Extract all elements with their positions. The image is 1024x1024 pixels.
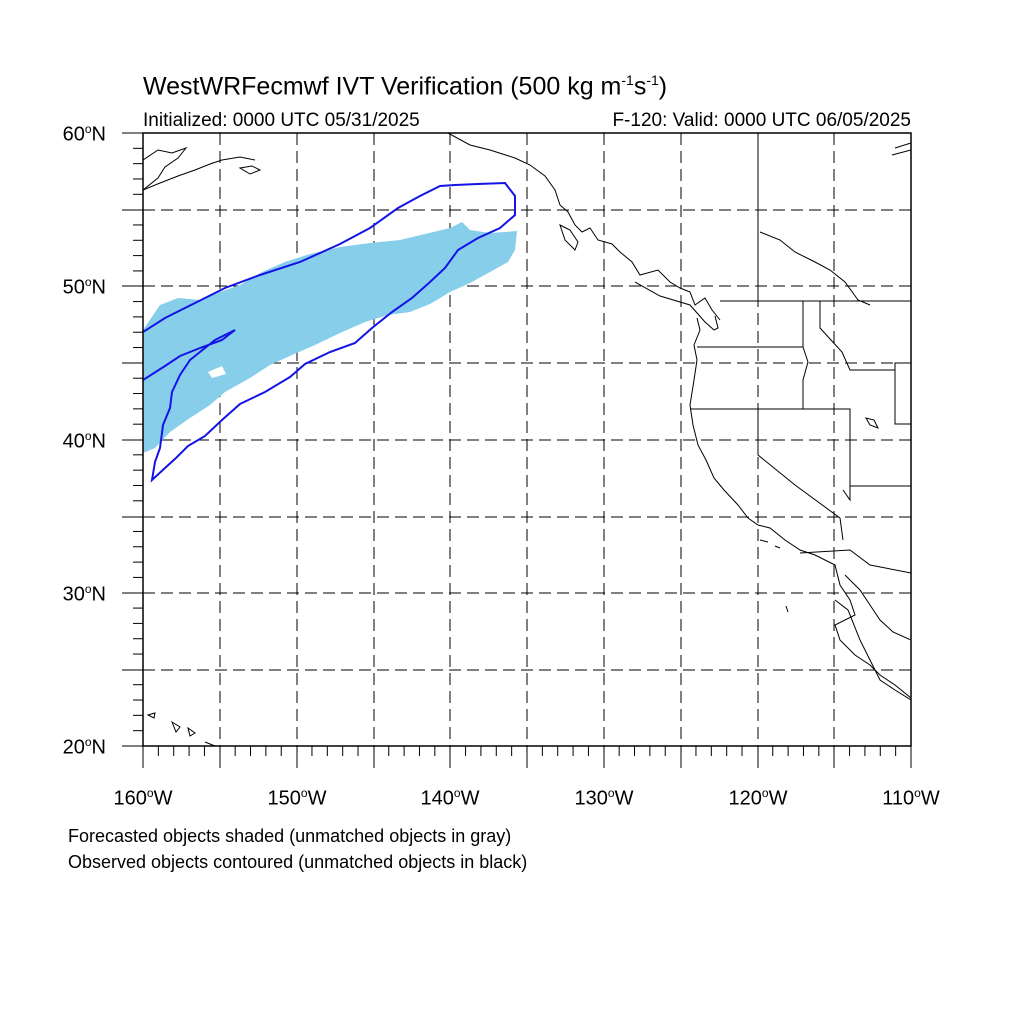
init-time-label: Initialized: 0000 UTC 05/31/2025: [143, 110, 420, 131]
lon-label-120w: 120oW: [728, 786, 788, 810]
political-boundaries: [690, 133, 911, 574]
lon-label-110w: 110oW: [882, 786, 940, 810]
observed-ivt-contour: [143, 181, 516, 483]
lon-label-150w: 150oW: [267, 786, 327, 810]
minor-ticks: [133, 147, 897, 756]
axis-ticks: [122, 132, 912, 768]
lat-label-50: 50oN: [62, 275, 106, 299]
lat-label-30: 30oN: [62, 582, 106, 606]
lat-label-20: 20oN: [62, 735, 106, 759]
gridlines: [143, 133, 911, 746]
lat-label-40: 40oN: [62, 429, 106, 453]
map-title: WestWRFecmwf IVT Verification (500 kg m-…: [143, 72, 668, 101]
lat-label-60: 60oN: [62, 122, 106, 146]
lon-label-130w: 130oW: [574, 786, 634, 810]
coastlines: [143, 133, 911, 746]
legend-forecast-note: Forecasted objects shaded (unmatched obj…: [68, 826, 512, 846]
forecast-object-hole: [208, 366, 226, 378]
forecast-ivt-object: [143, 222, 517, 453]
legend-observed-note: Observed objects contoured (unmatched ob…: [68, 852, 528, 872]
lon-label-140w: 140oW: [420, 786, 480, 810]
valid-time-label: F-120: Valid: 0000 UTC 06/05/2025: [612, 110, 911, 131]
lon-label-160w: 160oW: [113, 786, 173, 810]
